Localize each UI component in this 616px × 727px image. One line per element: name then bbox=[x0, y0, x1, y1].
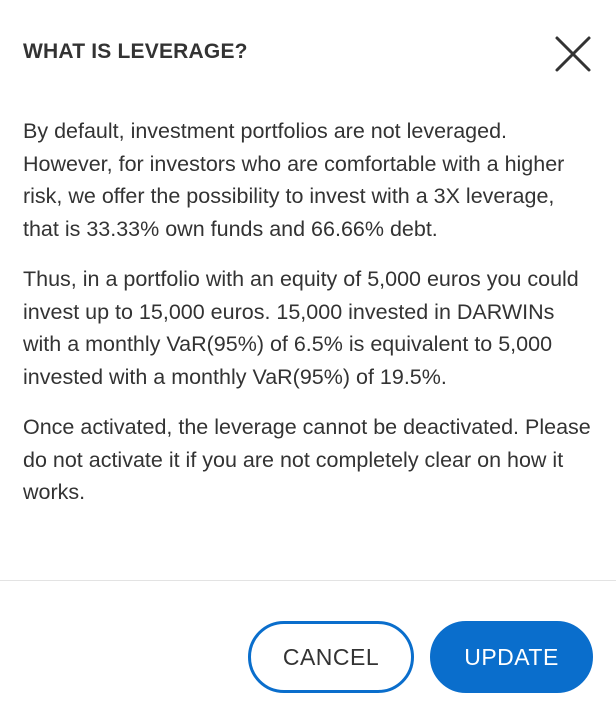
dialog-footer: CANCEL UPDATE bbox=[0, 581, 616, 727]
dialog-header: WHAT IS LEVERAGE? bbox=[0, 0, 616, 100]
dialog-body: By default, investment portfolios are no… bbox=[23, 115, 593, 527]
paragraph-example: Thus, in a portfolio with an equity of 5… bbox=[23, 267, 579, 389]
update-button[interactable]: UPDATE bbox=[430, 621, 593, 693]
dialog-title: WHAT IS LEVERAGE? bbox=[23, 40, 248, 63]
cancel-button[interactable]: CANCEL bbox=[248, 621, 414, 693]
close-icon bbox=[555, 36, 591, 72]
paragraph-warning: Once activated, the leverage cannot be d… bbox=[23, 415, 591, 504]
close-button[interactable] bbox=[552, 33, 594, 75]
footer-divider bbox=[0, 580, 616, 581]
paragraph-default-leverage: By default, investment portfolios are no… bbox=[23, 119, 565, 241]
